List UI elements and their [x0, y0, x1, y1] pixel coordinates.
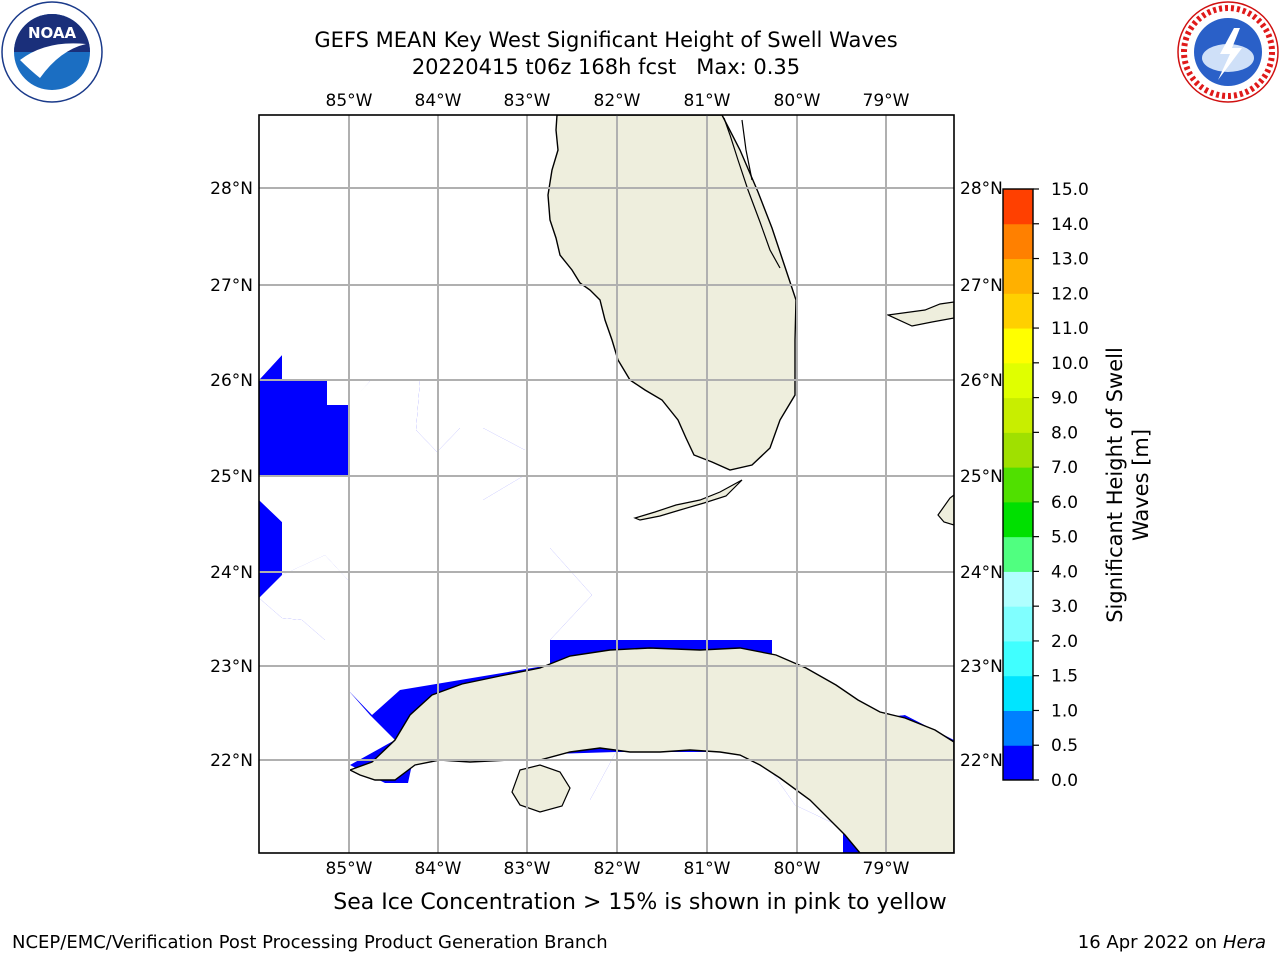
lon-label-top: 82°W: [594, 91, 641, 111]
lat-label-left: 24°N: [210, 563, 253, 583]
colorbar-tick-label: 3.0: [1051, 597, 1078, 617]
florida-coastline-east: [723, 117, 781, 269]
colorbar-tick-label: 10.0: [1051, 354, 1089, 374]
colorbar-label-line1: Significant Height of Swell: [1103, 347, 1127, 623]
lat-label-right: 24°N: [960, 563, 1003, 583]
lon-label-bottom: 81°W: [684, 859, 731, 879]
lon-label-bottom: 85°W: [326, 859, 373, 879]
lat-label-left: 27°N: [210, 276, 253, 296]
colorbar-tick-label: 0.0: [1051, 771, 1078, 791]
colorbar-segment: [1003, 710, 1033, 746]
colorbar-segment: [1003, 293, 1033, 329]
colorbar-tick-label: 1.5: [1051, 667, 1078, 687]
andros-land: [937, 494, 954, 526]
colorbar-segment: [1003, 675, 1033, 711]
lon-label-bottom: 79°W: [863, 859, 910, 879]
colorbar-segment: [1003, 536, 1033, 572]
map-gridlines: [259, 115, 954, 853]
colorbar-segment: [1003, 606, 1033, 642]
lon-label-top: 79°W: [863, 91, 910, 111]
colorbar: 0.0 0.5 1.0 1.5 2.0 3.0 4.0 5.0 6.0 7.0 8.0 9.0 10.0…: [1002, 180, 1089, 791]
nws-logo: [1177, 1, 1279, 103]
bahamas-land: [885, 301, 954, 327]
colorbar-segment: [1003, 397, 1033, 433]
lat-label-right: 23°N: [960, 657, 1003, 677]
colorbar-segment: [1003, 328, 1033, 364]
colorbar-label: Significant Height of SwellWaves [m]: [1103, 347, 1153, 623]
lat-label-left: 26°N: [210, 371, 253, 391]
lon-label-bottom: 82°W: [594, 859, 641, 879]
colorbar-tick-label: 15.0: [1051, 180, 1089, 200]
footer-host: Hera: [1222, 932, 1266, 953]
colorbar-tick-label: 4.0: [1051, 562, 1078, 582]
colorbar-tick-label: 6.0: [1051, 493, 1078, 513]
footer-date: 16 Apr 2022 on: [1077, 932, 1223, 953]
colorbar-segment: [1003, 258, 1033, 294]
noaa-logo-text: NOAA: [28, 24, 77, 42]
footer-left: NCEP/EMC/Verification Post Processing Pr…: [12, 932, 608, 953]
colorbar-segment: [1003, 640, 1033, 677]
colorbar-segment: [1003, 189, 1033, 225]
colorbar-tick-label: 12.0: [1051, 284, 1089, 304]
lat-label-right: 22°N: [960, 751, 1003, 771]
lat-label-right: 25°N: [960, 467, 1003, 487]
colorbar-tick-label: 11.0: [1051, 319, 1089, 339]
florida-land: [547, 115, 797, 471]
lat-label-right: 26°N: [960, 371, 1003, 391]
lon-label-bottom: 84°W: [415, 859, 462, 879]
colorbar-tick-label: 8.0: [1051, 423, 1078, 443]
colorbar-segment: [1003, 745, 1033, 781]
lat-label-left: 22°N: [210, 751, 253, 771]
colorbar-label-line2: Waves [m]: [1129, 429, 1153, 541]
noaa-logo: NOAA: [1, 1, 103, 103]
lat-label-left: 23°N: [210, 657, 253, 677]
lon-label-bottom: 80°W: [774, 859, 821, 879]
colorbar-frame: [1002, 188, 1034, 781]
lon-label-top: 85°W: [326, 91, 373, 111]
colorbar-tick-label: 14.0: [1051, 215, 1089, 235]
lon-label-top: 83°W: [504, 91, 551, 111]
colorbar-tick-label: 2.0: [1051, 632, 1078, 652]
lon-label-top: 80°W: [774, 91, 821, 111]
colorbar-tick-label: 7.0: [1051, 458, 1078, 478]
colorbar-segment: [1003, 467, 1033, 503]
sea-ice-caption: Sea Ice Concentration > 15% is shown in …: [333, 890, 947, 915]
colorbar-segment: [1003, 501, 1033, 538]
footer-right: 16 Apr 2022 on Hera: [1078, 932, 1266, 953]
colorbar-segment: [1003, 362, 1033, 399]
lon-label-bottom: 83°W: [504, 859, 551, 879]
map-frame: [258, 114, 955, 854]
chart-subtitle: 20220415 t06z 168h fcst Max: 0.35: [411, 55, 801, 79]
colorbar-tick-label: 0.5: [1051, 736, 1078, 756]
lat-label-right: 27°N: [960, 276, 1003, 296]
map-area: [259, 115, 954, 853]
colorbar-tick-label: 9.0: [1051, 389, 1078, 409]
lon-label-top: 84°W: [415, 91, 462, 111]
map-axis-labels: 85°W 85°W 84°W 84°W 83°W 83°W 82°W 82°W 81°W 81°W…: [210, 91, 1003, 879]
lon-label-top: 81°W: [684, 91, 731, 111]
colorbar-tick-label: 13.0: [1051, 250, 1089, 270]
colorbar-tick-label: 5.0: [1051, 528, 1078, 548]
lat-label-left: 25°N: [210, 467, 253, 487]
colorbar-segment: [1003, 432, 1033, 468]
colorbar-segment: [1003, 571, 1033, 607]
chart-title: GEFS MEAN Key West Significant Height of…: [314, 28, 898, 52]
lat-label-left: 28°N: [210, 179, 253, 199]
colorbar-segment: [1003, 223, 1033, 260]
colorbar-tick-label: 1.0: [1051, 701, 1078, 721]
lat-label-right: 28°N: [960, 179, 1003, 199]
